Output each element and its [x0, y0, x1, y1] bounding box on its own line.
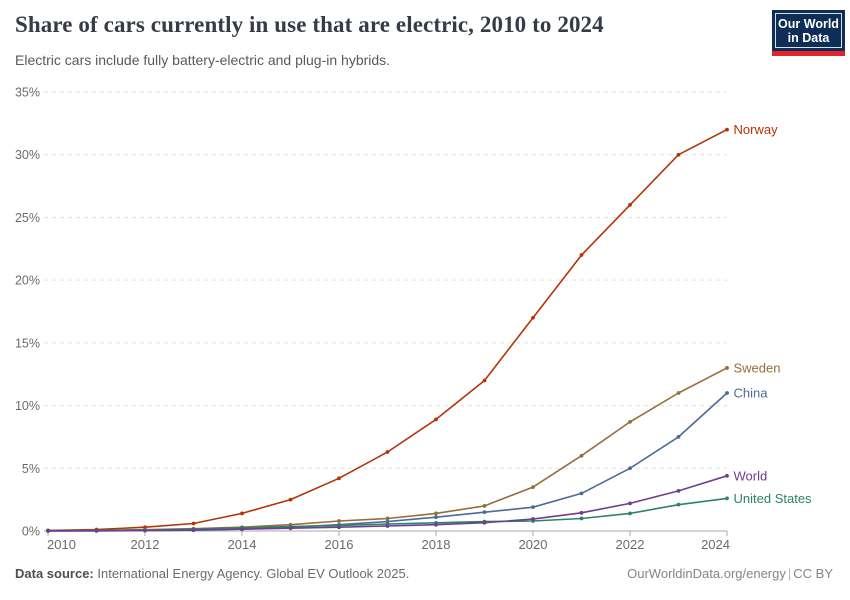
series-label-sweden[interactable]: Sweden	[734, 360, 781, 375]
series-world[interactable]: World	[46, 468, 768, 533]
series-points-norway	[46, 127, 729, 533]
data-source-label: Data source:	[15, 566, 94, 581]
data-source-text: International Energy Agency. Global EV O…	[93, 566, 410, 581]
svg-text:10%: 10%	[15, 399, 40, 413]
series-label-world[interactable]: World	[734, 468, 768, 483]
svg-text:25%: 25%	[15, 211, 40, 225]
svg-text:2012: 2012	[131, 537, 160, 552]
page-title: Share of cars currently in use that are …	[15, 12, 604, 37]
svg-text:2020: 2020	[519, 537, 548, 552]
owid-logo-text: Our World in Data	[775, 13, 842, 48]
svg-text:20%: 20%	[15, 274, 40, 288]
series-points-sweden	[46, 366, 729, 533]
svg-text:2016: 2016	[325, 537, 354, 552]
owid-url-link[interactable]: OurWorldinData.org/energy	[627, 566, 786, 581]
svg-text:15%: 15%	[15, 336, 40, 350]
svg-text:2018: 2018	[422, 537, 451, 552]
license-link[interactable]: CC BY	[793, 566, 833, 581]
x-axis: 2010 2012 2014 2016 2018 2020 2022 2024	[47, 531, 730, 552]
series-china[interactable]: China	[46, 386, 768, 533]
svg-text:5%: 5%	[22, 462, 40, 476]
data-source: Data source: International Energy Agency…	[15, 566, 409, 581]
owid-logo[interactable]: Our World in Data	[772, 10, 845, 56]
svg-text:2014: 2014	[228, 537, 257, 552]
svg-text:30%: 30%	[15, 148, 40, 162]
y-grid	[44, 91, 727, 532]
chart-footer: Data source: International Energy Agency…	[15, 566, 833, 581]
footer-links: OurWorldinData.org/energy | CC BY	[627, 566, 833, 581]
series-label-united-states[interactable]: United States	[734, 491, 813, 506]
y-axis-labels: 0% 5% 10% 15% 20% 25% 30% 35%	[15, 86, 40, 539]
series-line-sweden[interactable]	[47, 367, 728, 532]
series-points-china	[46, 391, 729, 533]
svg-text:2010: 2010	[47, 537, 76, 552]
series-points-world	[46, 473, 729, 533]
chart-subtitle: Electric cars include fully battery-elec…	[15, 52, 391, 68]
svg-text:0%: 0%	[22, 525, 40, 539]
line-chart: 0%5%10%15%20%25%30%35%2010 2012 2014 2016 20…	[15, 86, 813, 553]
series-label-china[interactable]: China	[734, 386, 769, 401]
series-label-norway[interactable]: Norway	[734, 122, 779, 137]
series-norway[interactable]: Norway	[46, 122, 779, 533]
svg-text:35%: 35%	[15, 86, 40, 100]
footer-separator: |	[787, 566, 792, 581]
svg-text:2024: 2024	[701, 537, 730, 552]
series-line-china[interactable]	[47, 392, 728, 532]
svg-text:2022: 2022	[616, 537, 645, 552]
